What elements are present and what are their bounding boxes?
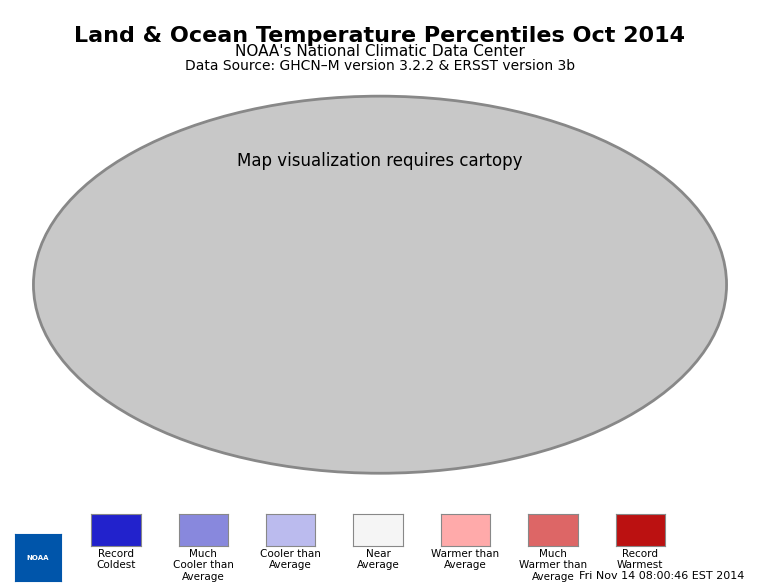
Text: Data Source: GHCN–M version 3.2.2 & ERSST version 3b: Data Source: GHCN–M version 3.2.2 & ERSS… (185, 59, 575, 73)
Text: Cooler than
Average: Cooler than Average (260, 549, 321, 571)
Text: Warmer than
Average: Warmer than Average (432, 549, 499, 571)
Text: Record
Warmest: Record Warmest (617, 549, 663, 571)
Text: Much
Cooler than
Average: Much Cooler than Average (173, 549, 234, 582)
Text: Near
Average: Near Average (356, 549, 400, 571)
Text: Fri Nov 14 08:00:46 EST 2014: Fri Nov 14 08:00:46 EST 2014 (579, 571, 745, 581)
Text: Record
Coldest: Record Coldest (97, 549, 135, 571)
Text: NOAA's National Climatic Data Center: NOAA's National Climatic Data Center (235, 44, 525, 59)
Text: Much
Warmer than
Average: Much Warmer than Average (519, 549, 587, 582)
Text: Land & Ocean Temperature Percentiles Oct 2014: Land & Ocean Temperature Percentiles Oct… (74, 26, 686, 46)
Ellipse shape (33, 96, 727, 473)
Text: Map visualization requires cartopy: Map visualization requires cartopy (237, 151, 523, 170)
Text: NOAA: NOAA (27, 555, 49, 561)
Circle shape (17, 537, 59, 579)
